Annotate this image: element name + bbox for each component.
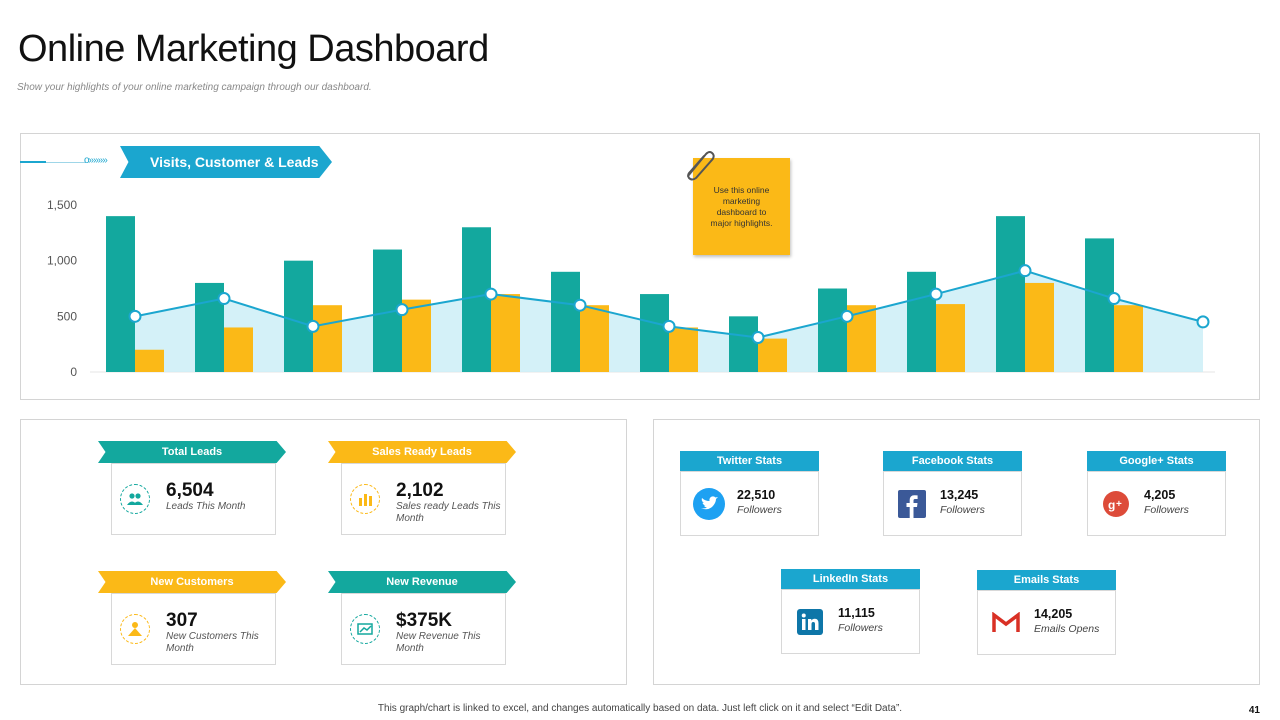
visits-bar — [907, 271, 936, 372]
y-tick-label: 0 — [70, 365, 77, 379]
kpi-card: 2,102 Sales ready Leads This Month — [341, 463, 506, 535]
customers-bar — [1114, 305, 1143, 372]
visits-bar — [996, 216, 1025, 372]
visits-bar — [106, 216, 135, 372]
leads-point — [573, 298, 587, 312]
leads-point — [306, 319, 320, 333]
social-value: 4,205 — [1144, 488, 1176, 502]
svg-text:g: g — [1108, 498, 1115, 512]
kpi-label: New Revenue This Month — [396, 631, 481, 654]
leads-point — [128, 309, 142, 323]
social-card: 11,115 Followers — [781, 589, 920, 654]
svg-text:+: + — [1116, 499, 1122, 510]
visits-chart: 0 500 1,000 1,500 — [47, 198, 1215, 379]
social-card: 14,205 Emails Opens — [977, 590, 1116, 655]
people-icon — [120, 484, 150, 514]
chart-banner: Visits, Customer & Leads — [120, 146, 332, 178]
social-label: Followers — [838, 622, 883, 634]
facebook-icon — [896, 488, 928, 520]
social-tag: Facebook Stats — [883, 451, 1022, 471]
twitter-icon — [693, 488, 725, 520]
customers-icon — [120, 614, 150, 644]
linkedin-icon — [794, 606, 826, 638]
visits-bar — [284, 260, 313, 372]
social-value: 22,510 — [737, 488, 776, 502]
kpi-tag: New Revenue — [328, 571, 516, 593]
customers-bar — [313, 305, 342, 372]
kpi-value: $375K — [396, 610, 452, 631]
leads-point — [1196, 315, 1210, 329]
visits-bar — [729, 316, 758, 372]
leads-point — [1018, 264, 1032, 278]
kpi-tag: New Customers — [98, 571, 286, 593]
sticky-note: Use this online marketing dashboard to m… — [693, 158, 790, 255]
visits-bar — [1085, 238, 1114, 372]
paperclip-icon — [687, 151, 715, 181]
page-subtitle: Show your highlights of your online mark… — [17, 82, 372, 93]
social-tag: Twitter Stats — [680, 451, 819, 471]
social-card: g +4,205 Followers — [1087, 471, 1226, 536]
leads-point — [840, 309, 854, 323]
customers-bar — [758, 338, 787, 372]
kpi-card: 307 New Customers This Month — [111, 593, 276, 665]
leads-point — [751, 330, 765, 344]
banner-line — [20, 161, 46, 163]
leads-point — [395, 303, 409, 317]
social-card: 22,510 Followers — [680, 471, 819, 536]
kpi-tag: Total Leads — [98, 441, 286, 463]
kpi-value: 307 — [166, 610, 198, 631]
customers-bar — [936, 304, 965, 372]
visits-bar — [551, 271, 580, 372]
chart-icon — [350, 484, 380, 514]
leads-point — [217, 292, 231, 306]
y-tick-label: 500 — [57, 309, 77, 323]
kpi-value: 2,102 — [396, 480, 444, 501]
leads-point — [929, 287, 943, 301]
banner-arrows-icon: o»»»» — [84, 155, 108, 166]
social-tag: Emails Stats — [977, 570, 1116, 590]
kpi-card: 6,504 Leads This Month — [111, 463, 276, 535]
social-label: Followers — [737, 504, 782, 516]
visits-bar — [818, 288, 847, 372]
social-tag: LinkedIn Stats — [781, 569, 920, 589]
kpi-label: Leads This Month — [166, 501, 246, 512]
y-tick-label: 1,000 — [47, 254, 77, 268]
social-label: Emails Opens — [1034, 623, 1100, 635]
social-label: Followers — [940, 504, 985, 516]
social-value: 14,205 — [1034, 607, 1073, 621]
kpi-label: New Customers This Month — [166, 631, 259, 654]
google-plus-icon: g + — [1100, 488, 1132, 520]
revenue-icon — [350, 614, 380, 644]
social-value: 11,115 — [838, 606, 875, 620]
visits-bar — [640, 294, 669, 372]
page-number: 41 — [1248, 705, 1260, 716]
social-label: Followers — [1144, 504, 1189, 516]
kpi-tag: Sales Ready Leads — [328, 441, 516, 463]
y-tick-label: 1,500 — [47, 198, 77, 212]
kpi-card: $375K New Revenue This Month — [341, 593, 506, 665]
social-tag: Google+ Stats — [1087, 451, 1226, 471]
leads-point — [484, 287, 498, 301]
customers-bar — [669, 327, 698, 372]
customers-bar — [580, 305, 609, 372]
social-value: 13,245 — [940, 488, 979, 502]
leads-point — [1107, 292, 1121, 306]
kpi-label: Sales ready Leads This Month — [396, 501, 501, 524]
customers-bar — [135, 349, 164, 372]
leads-point — [662, 319, 676, 333]
kpi-value: 6,504 — [166, 480, 214, 501]
banner-line-thin — [46, 162, 86, 163]
social-card: 13,245 Followers — [883, 471, 1022, 536]
customers-bar — [1025, 282, 1054, 372]
visits-bar — [462, 227, 491, 372]
customers-bar — [224, 327, 253, 372]
footer-note: This graph/chart is linked to excel, and… — [377, 703, 903, 714]
gmail-icon — [990, 607, 1022, 639]
page-title: Online Marketing Dashboard — [18, 28, 489, 70]
customers-bar — [491, 294, 520, 372]
